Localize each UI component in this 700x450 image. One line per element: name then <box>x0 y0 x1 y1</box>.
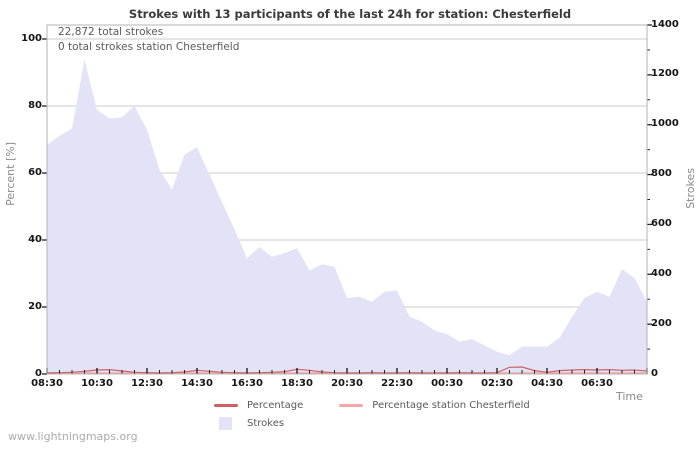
annotation-total-strokes: 22,872 total strokes <box>58 26 164 38</box>
annotation-station-total-strokes: 0 total strokes station Chesterfield <box>58 41 240 53</box>
chart-title: Strokes with 13 participants of the last… <box>128 7 572 21</box>
plot-border <box>46 24 648 375</box>
right-tick-label: 0 <box>651 367 658 379</box>
right-tick-label: 1400 <box>651 18 679 30</box>
legend-swatch-percentage <box>214 404 238 407</box>
legend-label-percentage-station: Percentage station Chesterfield <box>372 400 530 411</box>
left-tick-label: 100 <box>21 32 42 44</box>
left-tick-label: 40 <box>28 233 42 245</box>
x-tick-label: 00:30 <box>431 378 463 389</box>
right-axis-title: Strokes <box>684 168 697 209</box>
x-tick-label: 08:30 <box>31 378 63 389</box>
right-tick-label: 200 <box>651 317 672 329</box>
legend-swatch-strokes <box>219 417 232 430</box>
x-tick-label: 12:30 <box>131 378 163 389</box>
x-tick-label: 02:30 <box>481 378 513 389</box>
right-tick-label: 600 <box>651 217 672 229</box>
x-tick-label: 04:30 <box>531 378 563 389</box>
left-tick-label: 0 <box>35 367 42 379</box>
legend-row-2: Strokes <box>214 417 530 430</box>
legend: Percentage Percentage station Chesterfie… <box>214 399 530 435</box>
strokes-area-series <box>47 59 647 375</box>
x-tick-label: 16:30 <box>231 378 263 389</box>
plot-area: 22,872 total strokes 0 total strokes sta… <box>42 24 652 375</box>
chart-plot-svg <box>42 24 652 375</box>
x-tick-label: 10:30 <box>81 378 113 389</box>
legend-label-strokes: Strokes <box>247 418 285 429</box>
left-tick-label: 60 <box>28 166 42 178</box>
legend-swatch-percentage-station <box>339 404 364 407</box>
right-tick-label: 1200 <box>651 68 679 80</box>
legend-row-1: Percentage Percentage station Chesterfie… <box>214 399 530 412</box>
left-tick-label: 20 <box>28 300 42 312</box>
x-tick-label: 20:30 <box>331 378 363 389</box>
legend-label-percentage: Percentage <box>247 400 304 411</box>
x-tick-label: 06:30 <box>581 378 613 389</box>
right-tick-label: 1000 <box>651 118 679 130</box>
x-tick-label: 22:30 <box>381 378 413 389</box>
x-tick-label: 14:30 <box>181 378 213 389</box>
x-axis-title: Time <box>616 390 643 403</box>
watermark: www.lightningmaps.org <box>8 430 138 443</box>
left-tick-label: 80 <box>28 99 42 111</box>
right-tick-label: 800 <box>651 168 672 180</box>
x-tick-label: 18:30 <box>281 378 313 389</box>
right-tick-label: 400 <box>651 267 672 279</box>
